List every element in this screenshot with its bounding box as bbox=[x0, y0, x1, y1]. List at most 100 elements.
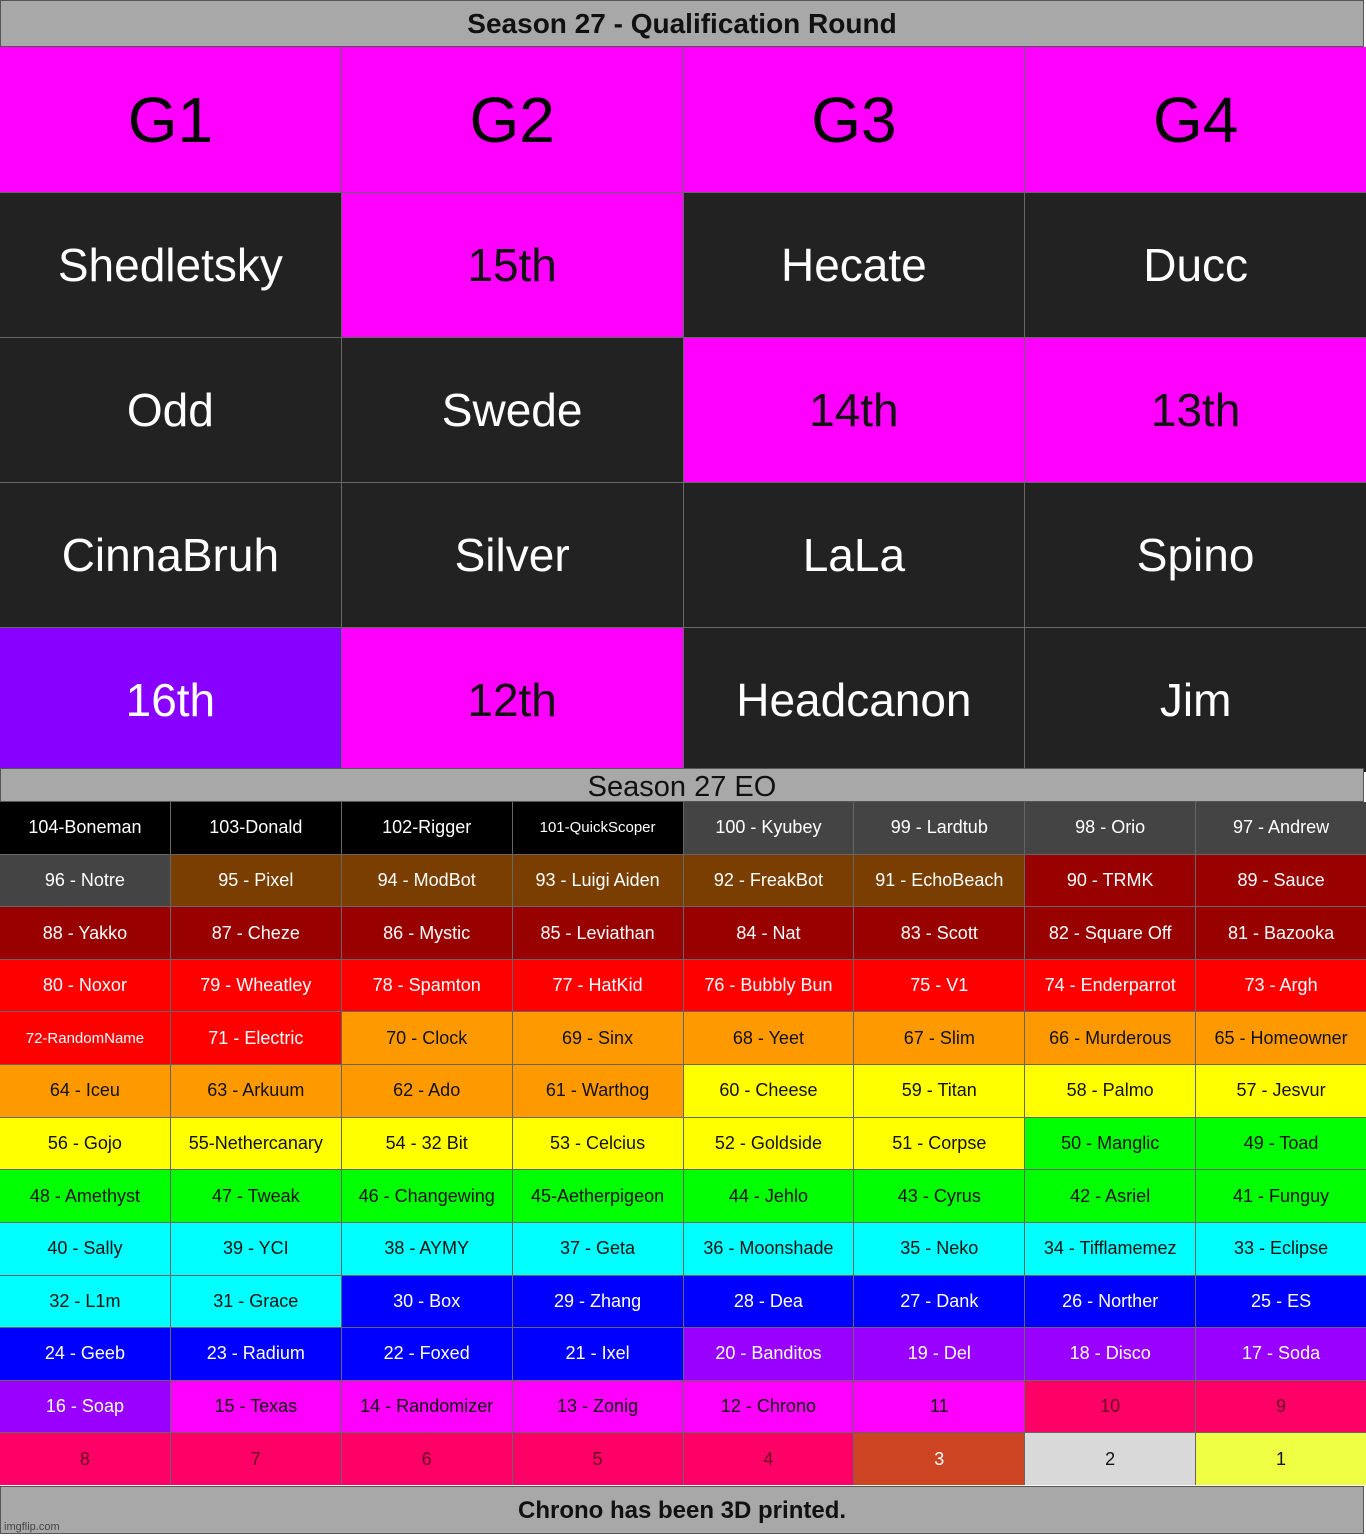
eo-rank-cell: 92 - FreakBot bbox=[683, 854, 854, 907]
eo-rank-cell: 91 - EchoBeach bbox=[854, 854, 1025, 907]
eo-rank-cell: 75 - V1 bbox=[854, 959, 1025, 1012]
eo-rank-cell: 19 - Del bbox=[854, 1328, 1025, 1380]
eo-rank-cell: 22 - Foxed bbox=[341, 1328, 512, 1380]
eo-rank-cell: 28 - Dea bbox=[683, 1275, 854, 1328]
eo-rank-cell: 54 - 32 Bit bbox=[341, 1117, 512, 1170]
eo-title: Season 27 EO bbox=[0, 768, 1364, 803]
eo-rank-cell: 50 - Manglic bbox=[1025, 1117, 1196, 1170]
eo-rank-cell: 47 - Tweak bbox=[170, 1170, 341, 1222]
qualification-cell: 14th bbox=[683, 338, 1025, 482]
eo-rank-cell: 11 bbox=[854, 1380, 1025, 1433]
eo-rank-cell: 14 - Randomizer bbox=[341, 1380, 512, 1433]
eo-rank-cell: 64 - Iceu bbox=[0, 1065, 170, 1117]
eo-rank-cell: 69 - Sinx bbox=[512, 1012, 683, 1065]
eo-rank-cell: 5 bbox=[512, 1433, 683, 1485]
eo-rank-cell: 83 - Scott bbox=[854, 907, 1025, 959]
eo-rank-cell: 58 - Palmo bbox=[1025, 1065, 1196, 1117]
qualification-cell: 15th bbox=[341, 193, 683, 337]
footer-caption: Chrono has been 3D printed. bbox=[0, 1486, 1364, 1534]
eo-rank-cell: 41 - Funguy bbox=[1196, 1170, 1366, 1222]
eo-rank-cell: 71 - Electric bbox=[170, 1012, 341, 1065]
eo-rank-cell: 104-Boneman bbox=[0, 802, 170, 854]
eo-rank-cell: 12 - Chrono bbox=[683, 1380, 854, 1433]
eo-rank-cell: 94 - ModBot bbox=[341, 854, 512, 907]
qualification-cell: Ducc bbox=[1025, 193, 1366, 337]
eo-rank-cell: 34 - Tifflamemez bbox=[1025, 1222, 1196, 1275]
eo-rank-cell: 18 - Disco bbox=[1025, 1328, 1196, 1380]
eo-rank-cell: 15 - Texas bbox=[170, 1380, 341, 1433]
eo-grid: 104-Boneman 103-Donald 102-Rigger 101-Quick… bbox=[0, 802, 1366, 1485]
eo-rank-cell: 26 - Norther bbox=[1025, 1275, 1196, 1328]
qualification-cell: 13th bbox=[1025, 338, 1366, 482]
eo-rank-cell: 2 bbox=[1025, 1433, 1196, 1485]
eo-rank-cell: 27 - Dank bbox=[854, 1275, 1025, 1328]
eo-rank-cell: 97 - Andrew bbox=[1196, 802, 1366, 854]
eo-rank-cell: 79 - Wheatley bbox=[170, 959, 341, 1012]
eo-rank-cell: 7 bbox=[170, 1433, 341, 1485]
eo-rank-cell: 29 - Zhang bbox=[512, 1275, 683, 1328]
eo-rank-cell: 17 - Soda bbox=[1196, 1328, 1366, 1380]
eo-rank-cell: 63 - Arkuum bbox=[170, 1065, 341, 1117]
eo-rank-cell: 33 - Eclipse bbox=[1196, 1222, 1366, 1275]
eo-rank-cell: 73 - Argh bbox=[1196, 959, 1366, 1012]
eo-rank-cell: 99 - Lardtub bbox=[854, 802, 1025, 854]
eo-rank-cell: 46 - Changewing bbox=[341, 1170, 512, 1222]
eo-rank-cell: 36 - Moonshade bbox=[683, 1222, 854, 1275]
eo-rank-cell: 78 - Spamton bbox=[341, 959, 512, 1012]
eo-rank-cell: 101-QuickScoper bbox=[512, 802, 683, 854]
eo-rank-cell: 48 - Amethyst bbox=[0, 1170, 170, 1222]
eo-rank-cell: 23 - Radium bbox=[170, 1328, 341, 1380]
eo-rank-cell: 102-Rigger bbox=[341, 802, 512, 854]
eo-rank-cell: 61 - Warthog bbox=[512, 1065, 683, 1117]
eo-rank-cell: 80 - Noxor bbox=[0, 959, 170, 1012]
eo-rank-cell: 98 - Orio bbox=[1025, 802, 1196, 854]
eo-rank-cell: 56 - Gojo bbox=[0, 1117, 170, 1170]
eo-rank-cell: 81 - Bazooka bbox=[1196, 907, 1366, 959]
eo-rank-cell: 72-RandomName bbox=[0, 1012, 170, 1065]
eo-rank-cell: 86 - Mystic bbox=[341, 907, 512, 959]
eo-rank-cell: 1 bbox=[1196, 1433, 1366, 1485]
qualification-cell: LaLa bbox=[683, 483, 1025, 627]
eo-rank-cell: 87 - Cheze bbox=[170, 907, 341, 959]
eo-rank-cell: 59 - Titan bbox=[854, 1065, 1025, 1117]
watermark: imgflip.com bbox=[4, 1521, 60, 1533]
eo-rank-cell: 95 - Pixel bbox=[170, 854, 341, 907]
eo-rank-cell: 3 bbox=[854, 1433, 1025, 1485]
group-header: G1 bbox=[0, 47, 341, 192]
eo-rank-cell: 66 - Murderous bbox=[1025, 1012, 1196, 1065]
eo-rank-cell: 8 bbox=[0, 1433, 170, 1485]
eo-rank-cell: 24 - Geeb bbox=[0, 1328, 170, 1380]
group-header: G2 bbox=[341, 47, 683, 192]
eo-rank-cell: 30 - Box bbox=[341, 1275, 512, 1328]
qualification-cell: Hecate bbox=[683, 193, 1025, 337]
eo-rank-cell: 40 - Sally bbox=[0, 1222, 170, 1275]
eo-rank-cell: 100 - Kyubey bbox=[683, 802, 854, 854]
eo-rank-cell: 84 - Nat bbox=[683, 907, 854, 959]
eo-rank-cell: 6 bbox=[341, 1433, 512, 1485]
eo-rank-cell: 25 - ES bbox=[1196, 1275, 1366, 1328]
eo-rank-cell: 53 - Celcius bbox=[512, 1117, 683, 1170]
eo-rank-cell: 60 - Cheese bbox=[683, 1065, 854, 1117]
eo-rank-cell: 4 bbox=[683, 1433, 854, 1485]
eo-rank-cell: 42 - Asriel bbox=[1025, 1170, 1196, 1222]
eo-rank-cell: 70 - Clock bbox=[341, 1012, 512, 1065]
eo-rank-cell: 52 - Goldside bbox=[683, 1117, 854, 1170]
eo-rank-cell: 21 - Ixel bbox=[512, 1328, 683, 1380]
eo-rank-cell: 49 - Toad bbox=[1196, 1117, 1366, 1170]
qualification-cell: Headcanon bbox=[683, 628, 1025, 772]
eo-rank-cell: 35 - Neko bbox=[854, 1222, 1025, 1275]
qualification-cell: Silver bbox=[341, 483, 683, 627]
eo-rank-cell: 38 - AYMY bbox=[341, 1222, 512, 1275]
eo-rank-cell: 31 - Grace bbox=[170, 1275, 341, 1328]
eo-rank-cell: 67 - Slim bbox=[854, 1012, 1025, 1065]
qualification-cell: Odd bbox=[0, 338, 341, 482]
qualification-grid: G1 G2 G3 G4 Shedletsky 15th Hecate Ducc Odd Swede… bbox=[0, 47, 1366, 772]
qualification-cell: Shedletsky bbox=[0, 193, 341, 337]
eo-rank-cell: 90 - TRMK bbox=[1025, 854, 1196, 907]
eo-rank-cell: 20 - Banditos bbox=[683, 1328, 854, 1380]
eo-rank-cell: 68 - Yeet bbox=[683, 1012, 854, 1065]
qualification-cell: 16th bbox=[0, 628, 341, 772]
group-header: G3 bbox=[683, 47, 1025, 192]
eo-rank-cell: 76 - Bubbly Bun bbox=[683, 959, 854, 1012]
eo-rank-cell: 43 - Cyrus bbox=[854, 1170, 1025, 1222]
